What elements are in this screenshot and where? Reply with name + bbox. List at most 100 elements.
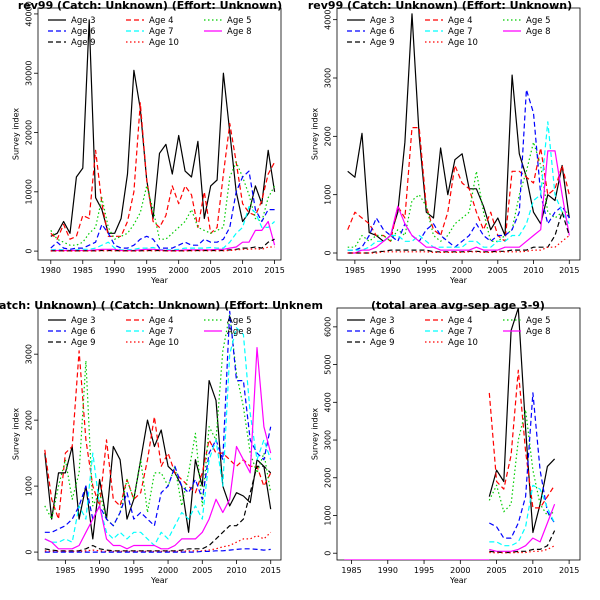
x-tick-label: 1990 — [380, 266, 400, 275]
legend-label: Age 7 — [448, 327, 473, 337]
x-axis-label: Year — [150, 276, 169, 285]
series-group — [347, 13, 570, 254]
chart-panel-4: (total area avg-sep age 3-9) 1985 1990 1995… — [311, 299, 581, 585]
y-tick-label: 1000 — [324, 505, 333, 525]
legend-label: Age 6 — [71, 327, 96, 337]
legend-label: Age 3 — [370, 316, 395, 326]
x-tick-label: 2000 — [452, 266, 472, 275]
series-line-age-6 — [347, 89, 570, 251]
chart-title: ) (Catch: Unknown) ( (Catch: Unknown) (E… — [0, 299, 323, 312]
y-tick-label: 0 — [25, 550, 34, 555]
series-line-age-8 — [489, 503, 556, 552]
x-tick-label: 1985 — [73, 266, 93, 275]
x-tick-label: 1990 — [378, 566, 398, 575]
series-line-age-5 — [347, 141, 570, 248]
legend-label: Age 6 — [71, 27, 96, 37]
series-line-age-6 — [50, 170, 275, 250]
x-tick-label: 2000 — [450, 566, 470, 575]
y-tick-label: 20000 — [25, 120, 34, 145]
y-tick-label: 6000 — [324, 317, 333, 337]
legend-label: Age 8 — [227, 327, 252, 337]
legend-label: Age 8 — [526, 327, 551, 337]
y-tick-label: 2000 — [324, 126, 333, 146]
legend-label: Age 4 — [149, 316, 174, 326]
x-tick-label: 2005 — [486, 566, 506, 575]
series-line-age-7 — [44, 327, 272, 547]
series-line-age-10 — [489, 545, 555, 554]
legend-label: Age 4 — [448, 16, 473, 26]
legend-label: Age 7 — [149, 27, 174, 37]
series-line-age-10 — [44, 531, 272, 553]
x-tick-label: 2010 — [523, 566, 543, 575]
x-tick-label: 1995 — [416, 266, 436, 275]
legend-label: Age 6 — [370, 27, 395, 37]
x-tick-label: 2015 — [559, 266, 579, 275]
legend-label: Age 9 — [370, 338, 395, 348]
legend-label: Age 9 — [71, 338, 96, 348]
plot-frame — [37, 7, 282, 261]
x-tick-label: 2010 — [523, 266, 543, 275]
series-line-age-6 — [489, 392, 556, 539]
series-line-age-3 — [50, 19, 276, 237]
series-line-age-10 — [347, 235, 570, 254]
legend-label: Age 10 — [448, 338, 478, 348]
legend: Age 3 Age 4 Age 5 Age 6 Age 7 Age 8 Age 9 Age 1… — [347, 316, 551, 348]
y-axis-label: Survey index — [311, 108, 320, 161]
x-tick-label: 2015 — [264, 266, 284, 275]
series-line-age-8 — [50, 220, 276, 252]
y-tick-label: 1000 — [25, 476, 34, 496]
legend-label: Age 5 — [526, 16, 551, 26]
x-tick-label: 2010 — [232, 266, 252, 275]
y-tick-label: 10000 — [25, 179, 34, 204]
series-line-age-4 — [347, 126, 570, 242]
y-tick-label: 1000 — [324, 184, 333, 204]
x-tick-label: 1985 — [341, 566, 361, 575]
chart-title: (total area avg-sep age 3-9) — [371, 299, 545, 312]
series-line-age-9 — [50, 238, 275, 252]
chart-title: rev99 (Catch: Unknown) (Effort: Unknown) — [308, 0, 572, 12]
legend-label: Age 3 — [71, 316, 96, 326]
x-tick-label: 1985 — [55, 566, 75, 575]
legend: Age 3 Age 4 Age 5 Age 6 Age 7 Age 8 Age 9 Age 1… — [347, 16, 551, 48]
y-tick-label: 0 — [324, 250, 333, 255]
x-tick-label: 2015 — [559, 566, 579, 575]
legend-label: Age 3 — [370, 16, 395, 26]
legend-label: Age 6 — [370, 327, 395, 337]
legend-label: Age 4 — [448, 316, 473, 326]
legend-label: Age 7 — [448, 27, 473, 37]
legend-label: Age 8 — [526, 27, 551, 37]
series-line-age-5 — [50, 161, 276, 246]
x-tick-label: 1985 — [345, 266, 365, 275]
x-axis-label: Year — [150, 576, 169, 585]
legend-label: Age 9 — [370, 38, 395, 48]
x-tick-label: 2005 — [192, 566, 212, 575]
y-tick-label: 2000 — [324, 468, 333, 488]
series-line-age-9 — [44, 465, 272, 552]
series-line-age-10 — [50, 246, 275, 252]
y-tick-label: 5000 — [324, 354, 333, 374]
legend-label: Age 8 — [227, 27, 252, 37]
y-tick-label: 40000 — [25, 1, 34, 26]
legend-label: Age 7 — [149, 327, 174, 337]
y-tick-label: 3000 — [324, 430, 333, 450]
series-group — [50, 19, 276, 252]
series-line-age-7 — [489, 484, 556, 547]
x-tick-label: 2010 — [226, 566, 246, 575]
x-tick-label: 1990 — [105, 266, 125, 275]
legend-label: Age 5 — [227, 316, 252, 326]
series-line-age-9 — [347, 211, 570, 254]
series-line-age-6 — [44, 310, 272, 533]
series-line-age-3 — [488, 308, 556, 534]
y-tick-label: 2000 — [25, 410, 34, 430]
series-line-age-9 — [489, 530, 556, 554]
chart-panel-3: ) (Catch: Unknown) ( (Catch: Unknown) (E… — [0, 299, 323, 585]
x-tick-label: 1990 — [89, 566, 109, 575]
x-tick-label: 2000 — [169, 266, 189, 275]
series-line-age-8 — [347, 150, 570, 254]
y-axis-label: Survey index — [311, 408, 320, 461]
legend: Age 3 Age 4 Age 5 Age 6 Age 7 Age 8 Age 9 Age 1… — [48, 316, 252, 348]
chart-title: rev99 (Catch: Unknown) (Effort: Unknown) — [18, 0, 282, 12]
series-line-age-9-alt- — [44, 548, 271, 553]
plot-frame — [336, 7, 581, 261]
series-line-age-8 — [44, 347, 272, 550]
